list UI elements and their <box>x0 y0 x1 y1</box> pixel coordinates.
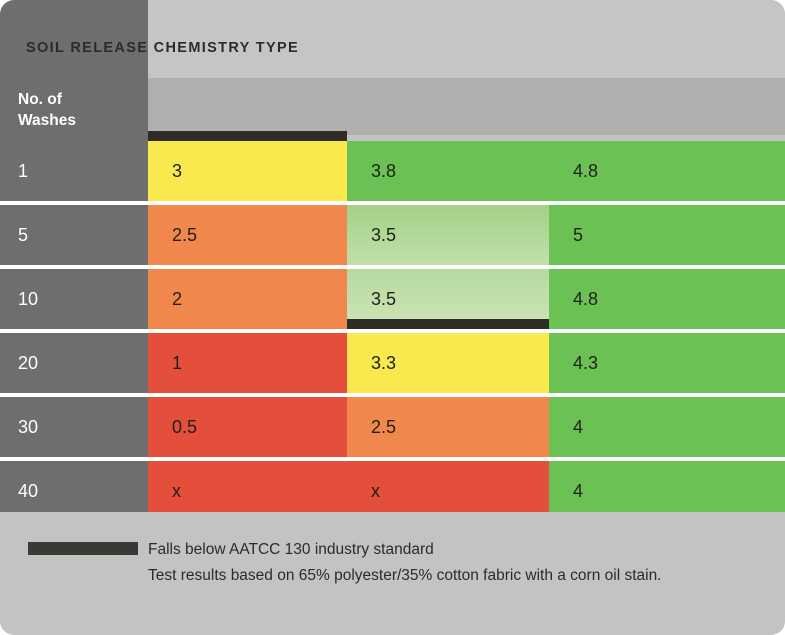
table-row: 40 x x 4 <box>0 461 785 521</box>
column-header-band <box>148 78 785 135</box>
table-cell: 4 <box>549 397 785 457</box>
table-cell: 2 <box>148 269 347 329</box>
row-separator <box>0 393 785 397</box>
row-separator <box>0 201 785 205</box>
comparison-table: SOIL RELEASE CHEMISTRY TYPE 1960s 1970s–… <box>0 0 785 521</box>
table-row: 1 3 3.8 4.8 <box>0 141 785 201</box>
table-cell: 3.8 <box>347 141 549 201</box>
table-cell: 4.3 <box>549 333 785 393</box>
row-label: 5 <box>0 205 145 265</box>
table-row: 5 2.5 3.5 5 <box>0 205 785 265</box>
table-cell: 2.5 <box>148 205 347 265</box>
table-cell: 5 <box>549 205 785 265</box>
row-label: 20 <box>0 333 145 393</box>
table-cell: 1 <box>148 333 347 393</box>
row-label: 1 <box>0 141 145 201</box>
below-standard-marker-1960s <box>148 131 347 141</box>
table-row: 30 0.5 2.5 4 <box>0 397 785 457</box>
table-row: 20 1 3.3 4.3 <box>0 333 785 393</box>
table-cell: 2.5 <box>347 397 549 457</box>
below-standard-marker-1970s-current <box>347 319 549 329</box>
table-cell: 4 <box>549 461 785 521</box>
table-cell: 3 <box>148 141 347 201</box>
row-header-label: No. of Washes <box>18 91 77 129</box>
group-header-title: SOIL RELEASE CHEMISTRY TYPE <box>26 40 300 56</box>
row-label: 10 <box>0 269 145 329</box>
row-label: 40 <box>0 461 145 521</box>
legend-marker-swatch <box>28 542 138 555</box>
row-separator <box>0 265 785 269</box>
row-separator <box>0 457 785 461</box>
table-cell: x <box>148 461 347 521</box>
table-cell: 3.5 <box>347 205 549 265</box>
table-cell: 3.3 <box>347 333 549 393</box>
group-header-band <box>148 0 785 78</box>
row-label: 30 <box>0 397 145 457</box>
table-cell: x <box>347 461 549 521</box>
table-cell: 0.5 <box>148 397 347 457</box>
table-cell: 4.8 <box>549 269 785 329</box>
legend-note: Test results based on 65% polyester/35% … <box>148 567 662 584</box>
table-cell: 4.8 <box>549 141 785 201</box>
legend-marker-label: Falls below AATCC 130 industry standard <box>148 541 434 558</box>
footer-legend <box>0 512 785 635</box>
row-separator <box>0 329 785 333</box>
